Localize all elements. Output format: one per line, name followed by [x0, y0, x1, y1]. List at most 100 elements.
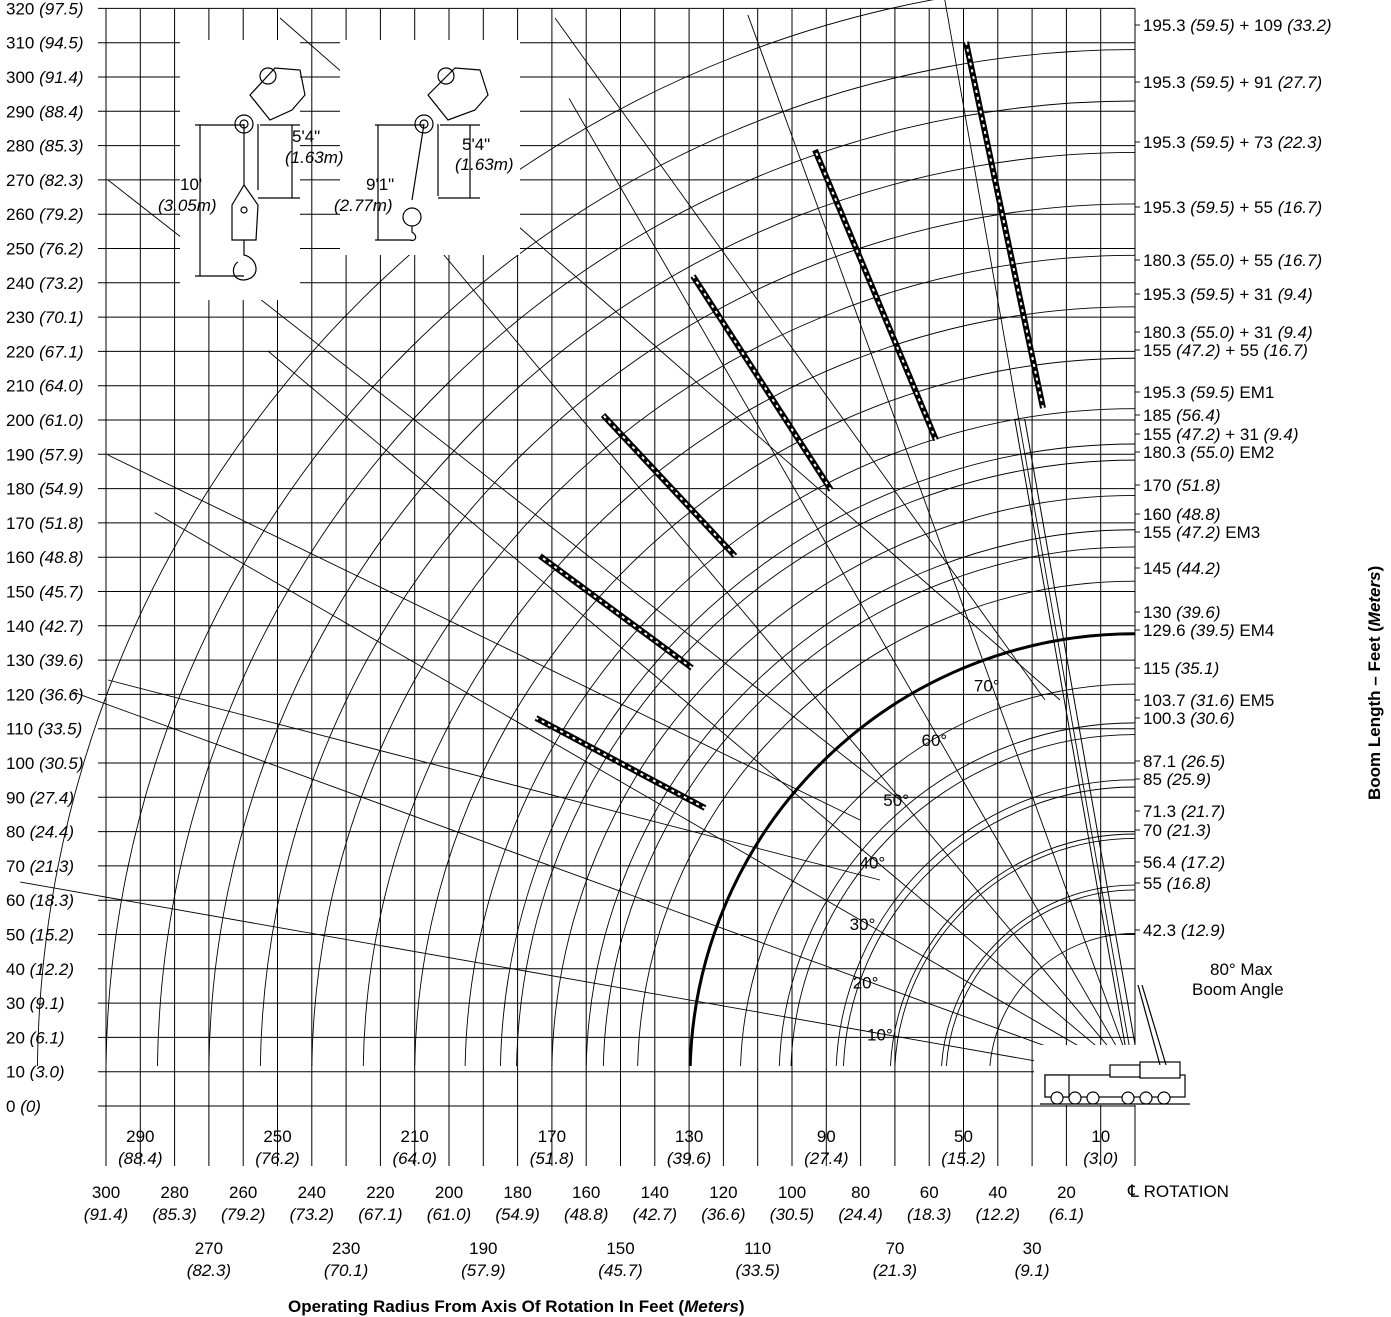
- angle-label: 40°: [860, 853, 886, 872]
- y-axis-label: 210 (64.0): [6, 377, 84, 396]
- lattice-jib: [963, 41, 1046, 409]
- x-axis-middle-label-m: (73.2): [290, 1205, 334, 1224]
- boom-length-arc: [362, 306, 1136, 1067]
- y-axis-label: 40 (12.2): [6, 960, 74, 979]
- boom-length-label: 195.3 (59.5) + 91 (27.7): [1143, 73, 1322, 92]
- x-axis-lower-label-m: (45.7): [598, 1261, 642, 1280]
- angle-label: 30°: [850, 915, 876, 934]
- angle-label: 60°: [921, 731, 947, 750]
- boom-length-label: 180.3 (55.0) EM2: [1143, 443, 1274, 462]
- x-axis-middle-label-m: (30.5): [770, 1205, 814, 1224]
- y-axis-label: 130 (39.6): [6, 651, 84, 670]
- y-axis-label: 120 (36.6): [6, 685, 84, 704]
- x-axis-middle-label: 180: [503, 1183, 531, 1202]
- boom-length-arc: [637, 580, 1136, 1067]
- right-height-b: (2.77m): [334, 196, 393, 215]
- right-dim-b: (1.63m): [455, 155, 514, 174]
- y-axis-label: 320 (97.5): [6, 0, 84, 18]
- lattice-jib: [600, 412, 738, 559]
- inset-background-2: [340, 40, 520, 255]
- x-axis-title-a: Operating Radius From Axis Of Rotation I…: [288, 1297, 684, 1316]
- x-axis-middle-label-m: (36.6): [701, 1205, 745, 1224]
- boom-length-label: 155 (47.2) + 31 (9.4): [1143, 425, 1299, 444]
- x-axis-upper-label-m: (27.4): [804, 1149, 848, 1168]
- boom-length-label: 185 (56.4): [1143, 406, 1221, 425]
- y-axis-label: 60 (18.3): [6, 891, 74, 910]
- x-axis-lower-label-m: (9.1): [1015, 1261, 1050, 1280]
- y-axis-label: 280 (85.3): [6, 137, 84, 156]
- x-axis-middle-label-m: (91.4): [84, 1205, 128, 1224]
- x-axis-upper-label: 170: [538, 1127, 566, 1146]
- x-axis-middle-label-m: (79.2): [221, 1205, 265, 1224]
- x-axis-upper-label: 250: [263, 1127, 291, 1146]
- y-axis-label: 110 (33.5): [6, 720, 82, 739]
- boom-length-arc: [259, 203, 1136, 1067]
- x-axis-title-b: Meters: [684, 1297, 739, 1316]
- angle-ray: [747, 14, 1136, 1079]
- boom-length-arc: [740, 683, 1136, 1067]
- right-height-a: 9'1": [366, 175, 394, 194]
- reference-line: [107, 679, 881, 881]
- reference-line: [107, 454, 861, 821]
- boom-length-arc: [790, 734, 1136, 1067]
- x-axis-middle-label-m: (85.3): [152, 1205, 196, 1224]
- left-height-b: (3.05m): [158, 196, 217, 215]
- x-axis-middle-label: 100: [778, 1183, 806, 1202]
- x-axis-middle-label: 40: [988, 1183, 1007, 1202]
- right-dim-a: 5'4": [462, 135, 490, 154]
- x-axis-lower-label: 230: [332, 1239, 360, 1258]
- x-axis-middle-label-m: (12.2): [976, 1205, 1020, 1224]
- x-axis-upper-label: 10: [1091, 1127, 1110, 1146]
- boom-length-label: 129.6 (39.5) EM4: [1143, 621, 1274, 640]
- rotation-background: [1115, 1172, 1265, 1202]
- lattice-jib-web: [814, 149, 937, 441]
- x-axis-lower-label-m: (82.3): [187, 1261, 231, 1280]
- boom-length-label: 195.3 (59.5) + 109 (33.2): [1143, 16, 1332, 35]
- angle-ray: [154, 512, 1136, 1079]
- boom-length-label: 103.7 (31.6) EM5: [1143, 691, 1274, 710]
- y-axis-label: 260 (79.2): [6, 205, 84, 224]
- lattice-jib: [534, 715, 707, 811]
- x-axis-lower-label-m: (21.3): [873, 1261, 917, 1280]
- boom-length-label: 85 (25.9): [1143, 770, 1211, 789]
- y-axis-label: 220 (67.1): [6, 342, 84, 361]
- angle-label: 70°: [974, 676, 1000, 695]
- boom-length-arc: [889, 833, 1136, 1067]
- y-axis-title-b: Meters: [1365, 571, 1384, 626]
- x-axis-lower-label: 270: [195, 1239, 223, 1258]
- axis-labels: 10° 20° 30° 40° 50° 60° 70° 320 (97.5) 310 (94.5…: [6, 0, 1332, 1280]
- boom-length-label: 71.3 (21.7): [1143, 802, 1225, 821]
- x-axis-upper-label: 290: [126, 1127, 154, 1146]
- x-axis-lower-label-m: (57.9): [461, 1261, 505, 1280]
- x-axis-upper-label-m: (76.2): [255, 1149, 299, 1168]
- y-axis-label: 0 (0): [6, 1097, 41, 1116]
- y-axis-label: 290 (88.4): [6, 102, 84, 121]
- y-axis-label: 150 (45.7): [6, 583, 84, 602]
- y-axis-title-c: ): [1365, 566, 1384, 572]
- x-axis-upper-label-m: (3.0): [1083, 1149, 1118, 1168]
- y-axis-label: 80 (24.4): [6, 823, 74, 842]
- lattice-jib: [538, 553, 694, 671]
- boom-length-label: 42.3 (12.9): [1143, 921, 1225, 940]
- x-axis-middle-label-m: (48.8): [564, 1205, 608, 1224]
- y-axis-title: Boom Length – Feet (Meters): [1365, 566, 1384, 800]
- y-axis-label: 270 (82.3): [6, 171, 84, 190]
- boom-length-arc: [945, 889, 1136, 1067]
- y-axis-label: 180 (54.9): [6, 480, 84, 499]
- max-angle-line2: Boom Angle: [1192, 980, 1284, 999]
- y-axis-label: 300 (91.4): [6, 68, 84, 87]
- angle-rays: [20, 0, 1136, 1080]
- left-dim-b: (1.63m): [285, 148, 344, 167]
- x-axis-title: Operating Radius From Axis Of Rotation I…: [288, 1297, 745, 1316]
- boom-length-label: 180.3 (55.0) + 55 (16.7): [1143, 251, 1322, 270]
- angle-ray: [20, 881, 1136, 1080]
- y-axis-label: 140 (42.7): [6, 617, 84, 636]
- boom-length-arc: [894, 838, 1136, 1067]
- x-axis-middle-label: 260: [229, 1183, 257, 1202]
- x-axis-middle-label-m: (67.1): [358, 1205, 402, 1224]
- y-axis-label: 250 (76.2): [6, 240, 84, 259]
- y-axis-label: 310 (94.5): [6, 34, 84, 53]
- left-height-a: 10': [180, 175, 202, 194]
- x-axis-lower-label: 30: [1023, 1239, 1042, 1258]
